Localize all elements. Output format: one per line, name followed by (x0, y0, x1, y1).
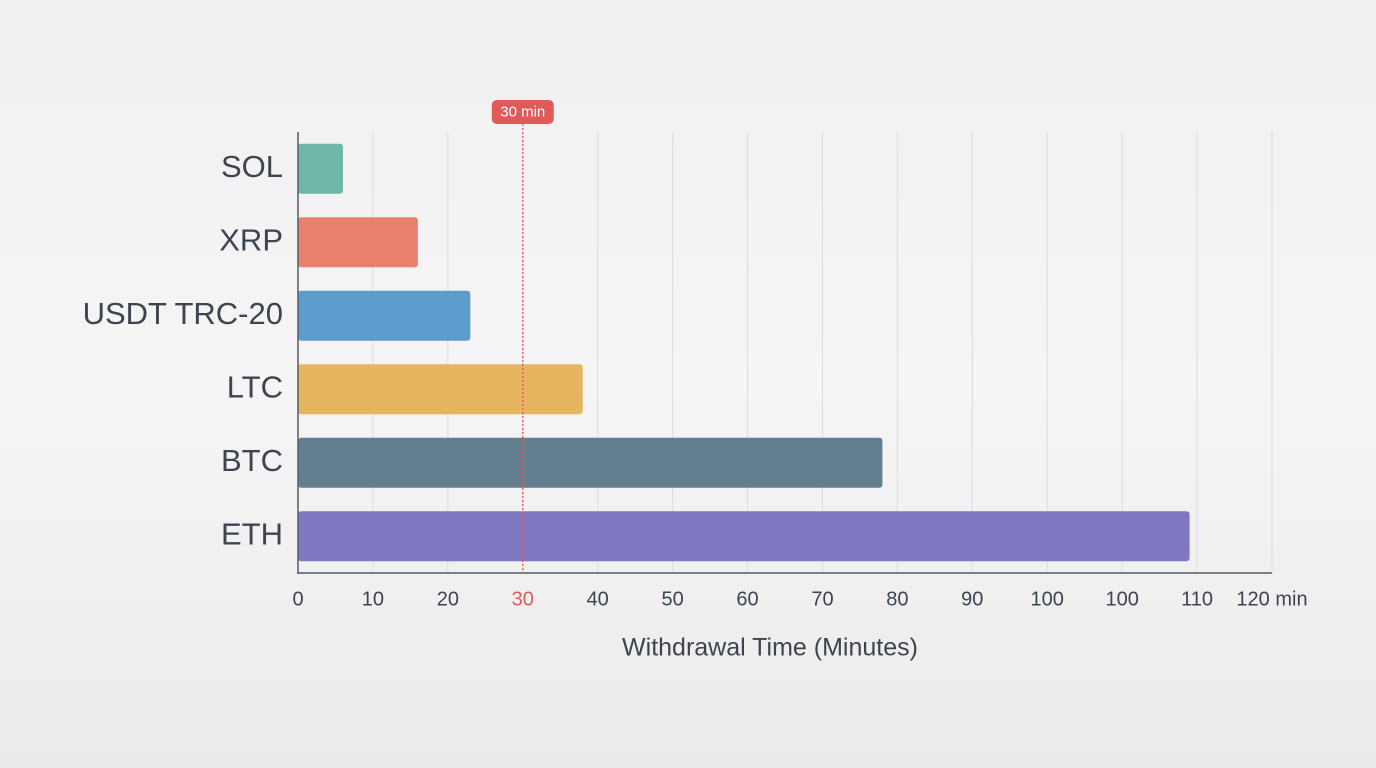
x-tick-label: 90 (961, 588, 983, 610)
bar (298, 217, 418, 268)
x-tick-label: 100 (1031, 588, 1064, 610)
x-tick-label: 60 (736, 588, 758, 610)
y-tick-label: ETH (221, 516, 283, 551)
y-tick-label: XRP (219, 222, 283, 257)
y-tick-label: LTC (227, 369, 283, 404)
x-tick-label: 50 (661, 588, 683, 610)
x-axis-title: Withdrawal Time (Minutes) (622, 634, 918, 662)
y-tick-label: USDT TRC-20 (83, 296, 283, 331)
y-tick-label: BTC (221, 443, 283, 478)
x-tick-label: 10 (362, 588, 384, 610)
bar (298, 364, 583, 415)
bar (298, 511, 1190, 562)
x-tick-label: 0 (292, 588, 303, 610)
x-tick-label: 20 (437, 588, 459, 610)
bar (298, 437, 883, 488)
reference-label: 30 min (500, 103, 545, 120)
reference-badge (491, 100, 554, 124)
bar (298, 290, 471, 341)
x-tick-label: 100 (1105, 588, 1138, 610)
y-tick-label: SOL (221, 149, 283, 184)
x-tick-label: 120 min (1236, 588, 1307, 610)
x-tick-label: 80 (886, 588, 908, 610)
bar (298, 143, 343, 194)
x-tick-label: 70 (811, 588, 833, 610)
x-tick-label: 30 (512, 588, 534, 610)
x-tick-label: 40 (587, 588, 609, 610)
x-tick-label: 110 (1181, 588, 1213, 610)
